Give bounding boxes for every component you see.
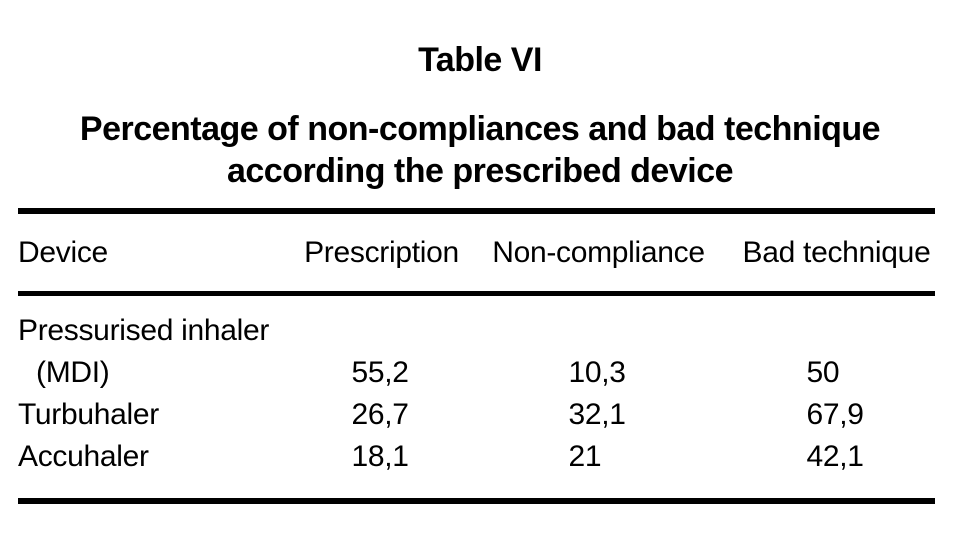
device-name-subline: (MDI)	[36, 356, 110, 389]
device-cell: Pressurised inhaler (MDI)	[18, 310, 304, 394]
column-header-device: Device	[18, 235, 108, 269]
table-row: Accuhaler 18,1 21 42,1	[18, 436, 935, 478]
bad-technique-value: 50	[806, 356, 840, 389]
table-title: Percentage of non-compliances and bad te…	[0, 108, 960, 192]
device-name: Turbuhaler	[18, 398, 159, 431]
column-header-non-compliance: Non-compliance	[492, 235, 705, 269]
device-cell: Turbuhaler	[18, 394, 304, 436]
bad-technique-value-cell: 50	[738, 352, 935, 394]
table-title-line2: according the prescribed device	[226, 152, 734, 190]
prescription-value: 18,1	[351, 440, 410, 473]
table-header-row: Device Prescription Non-compliance Bad t…	[18, 214, 935, 291]
non-compliance-value: 21	[568, 440, 602, 473]
bad-technique-value: 42,1	[806, 440, 865, 473]
table-body: Pressurised inhaler (MDI) 55,2 10,3 50 T…	[18, 296, 935, 498]
non-compliance-value-cell: 10,3	[459, 352, 738, 394]
non-compliance-value: 10,3	[568, 356, 627, 389]
column-header-prescription: Prescription	[304, 235, 459, 269]
prescription-value: 26,7	[351, 398, 410, 431]
prescription-value: 55,2	[351, 356, 410, 389]
document-page: Table VI Percentage of non-compliances a…	[0, 42, 960, 549]
prescription-value-cell: 55,2	[304, 352, 459, 394]
table-top-rule	[18, 208, 935, 214]
device-name: Pressurised inhaler	[18, 314, 270, 347]
data-table: Device Prescription Non-compliance Bad t…	[18, 208, 935, 504]
table-bottom-rule	[18, 498, 935, 504]
column-header-bad-technique: Bad technique	[742, 235, 931, 269]
non-compliance-value-cell: 21	[459, 436, 738, 478]
table-row: Pressurised inhaler (MDI) 55,2 10,3 50	[18, 310, 935, 394]
non-compliance-value-cell: 32,1	[459, 394, 738, 436]
device-name: Accuhaler	[18, 440, 149, 473]
bad-technique-value-cell: 67,9	[738, 394, 935, 436]
prescription-value-cell: 26,7	[304, 394, 459, 436]
non-compliance-value: 32,1	[568, 398, 627, 431]
device-cell: Accuhaler	[18, 436, 304, 478]
prescription-value-cell: 18,1	[304, 436, 459, 478]
table-title-line1: Percentage of non-compliances and bad te…	[79, 110, 881, 148]
bad-technique-value-cell: 42,1	[738, 436, 935, 478]
table-label: Table VI	[418, 41, 542, 79]
bad-technique-value: 67,9	[806, 398, 865, 431]
table-row: Turbuhaler 26,7 32,1 67,9	[18, 394, 935, 436]
table-header-rule	[18, 291, 935, 296]
